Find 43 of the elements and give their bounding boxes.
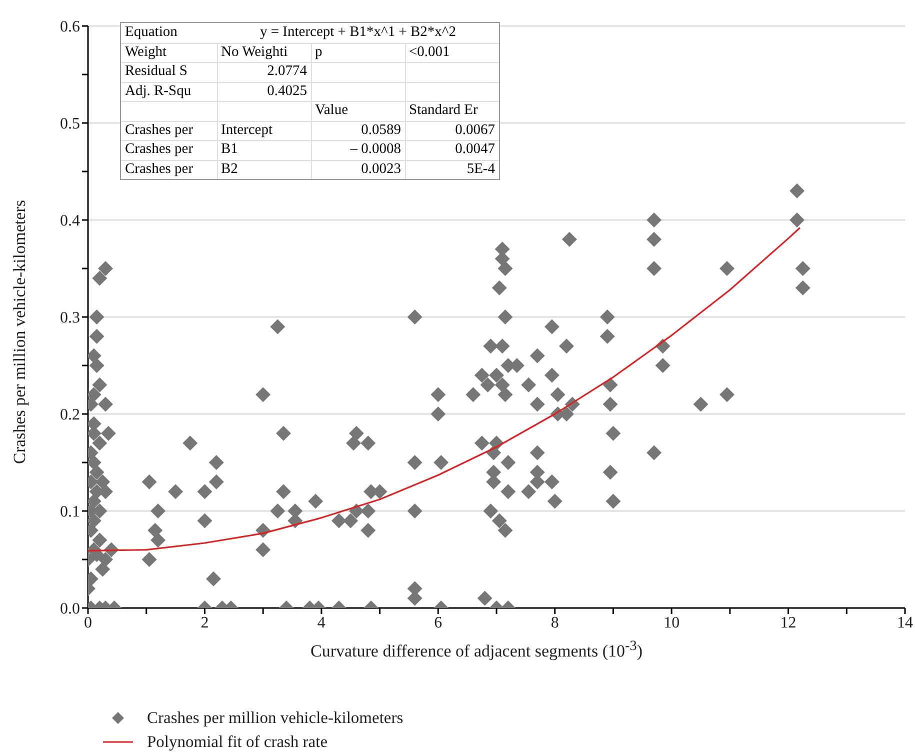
x-tick-label: 0	[84, 614, 92, 632]
annotation: B2	[221, 160, 238, 176]
annotation: 0.0047	[455, 141, 495, 157]
y-tick-label: 0.3	[60, 310, 80, 327]
annotation: B1	[221, 141, 238, 157]
annotation: Intercept	[221, 122, 273, 138]
x-tick-label: 2	[200, 614, 209, 632]
annotation: 0.0589	[361, 122, 401, 138]
annotation: Adj. R-Squ	[125, 82, 192, 98]
annotation: 0.0067	[455, 122, 495, 138]
annotation: – 0.0008	[350, 141, 401, 157]
annotation: 5E-4	[466, 160, 495, 176]
y-tick-label: 0.1	[60, 504, 80, 521]
annotation: Standard Er	[409, 102, 478, 118]
annotation: Equation	[125, 24, 178, 40]
annotation: <0.001	[409, 44, 450, 60]
y-tick-label: 0.5	[60, 116, 80, 133]
annotation: Value	[315, 102, 348, 118]
annotation: 0.0023	[361, 160, 401, 176]
annotation: y = Intercept + B1*x^1 + B2*x^2	[260, 24, 456, 40]
x-axis-title: Curvature difference of adjacent segments (10$^{-3}$)	[310, 638, 644, 662]
annotation: 0.4025	[267, 82, 307, 98]
y-tick-label: 0.4	[60, 212, 80, 230]
annotation: Crashes per	[125, 141, 194, 157]
x-tick-label: 12	[780, 614, 796, 632]
x-tick-label: 14	[897, 614, 913, 632]
y-axis-title: Crashes per million vehicle-kilometers	[10, 199, 30, 466]
x-tick-label: 6	[434, 614, 442, 632]
legend-label: Crashes per million vehicle-kilometers	[147, 708, 404, 728]
annotation: Crashes per	[125, 122, 194, 138]
y-tick-label: 0.0	[60, 600, 80, 618]
x-tick-label: 10	[664, 614, 680, 632]
annotation: p	[315, 44, 322, 60]
x-tick-label: 8	[550, 614, 559, 632]
x-tick-label: 4	[317, 614, 326, 632]
annotation: Weight	[125, 44, 167, 60]
annotation: Residual S	[125, 63, 188, 79]
annotation: No Weighti	[221, 44, 288, 60]
annotation: Crashes per	[125, 160, 194, 176]
y-tick-label: 0.6	[60, 18, 80, 36]
annotation: 2.0774	[267, 63, 307, 79]
y-tick-label: 0.2	[60, 406, 80, 424]
legend-label: Polynomial fit of crash rate	[147, 732, 328, 752]
